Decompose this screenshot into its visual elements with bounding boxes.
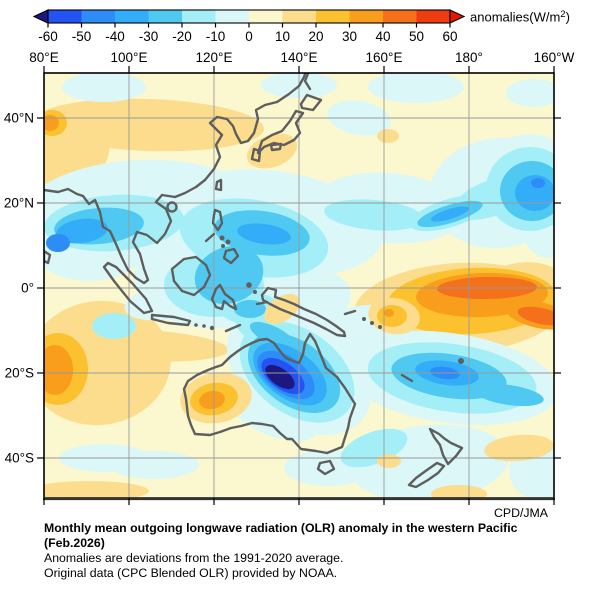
- coast-shikoku: [269, 142, 283, 152]
- x-axis-label: 120°E: [196, 50, 233, 65]
- colorbar-right-arrow: [450, 10, 464, 23]
- coast-timor: [224, 323, 242, 333]
- strongest-negative-core: [265, 364, 295, 390]
- coast-sri-lanka: [44, 249, 52, 265]
- colorbar-segments: [32, 9, 466, 24]
- coast-asia: [44, 73, 307, 285]
- colorbar-ticks: [47, 23, 451, 28]
- coast-new-guinea: [260, 286, 347, 338]
- coastlines: [44, 73, 464, 489]
- coast-java: [150, 313, 192, 327]
- legend-tick-label: -40: [105, 29, 125, 44]
- colorbar-tick-labels: -60 -50 -40 -30 -20 -10 0 10 20 30 40 50…: [38, 29, 457, 44]
- coast-mindanao: [222, 247, 240, 265]
- colorbar-left-arrow: [34, 10, 48, 23]
- y-axis-label: 20°N: [4, 196, 34, 211]
- y-axis-label: 0°: [21, 281, 34, 296]
- coast-hokkaido: [299, 93, 323, 112]
- coast-sulawesi: [210, 283, 238, 311]
- coast-new-caledonia: [400, 373, 414, 383]
- colorbar-title: anomalies(W/m2): [470, 9, 570, 25]
- x-axis-label: 160°E: [366, 50, 403, 65]
- figure-note-source: Original data (CPC Blended OLR) provided…: [44, 566, 338, 580]
- x-axis-label: 180°: [455, 50, 483, 65]
- coast-korea-taiwan: [214, 178, 223, 192]
- legend-tick-label: 60: [442, 29, 457, 44]
- figure-title-line1: Monthly mean outgoing longwave radiation…: [44, 521, 518, 535]
- y-axis-label: 40°S: [5, 451, 34, 466]
- legend-tick-label: 30: [342, 29, 357, 44]
- legend-tick-label: 50: [409, 29, 424, 44]
- legend-tick-label: -30: [139, 29, 159, 44]
- coast-borneo: [170, 255, 212, 297]
- legend-tick-label: -50: [72, 29, 92, 44]
- coast-fiji: [458, 358, 464, 364]
- legend-tick-label: 20: [308, 29, 323, 44]
- coast-australia: [182, 332, 357, 455]
- graticule: [44, 73, 554, 498]
- longitude-labels: 80°E 100°E 120°E 140°E 160°E 180° 160°W: [29, 50, 574, 65]
- x-axis-label: 140°E: [281, 50, 318, 65]
- colorbar-legend: -60 -50 -40 -30 -20 -10 0 10 20 30 40 50…: [32, 9, 570, 44]
- legend-tick-label: -20: [172, 29, 192, 44]
- figure-title: Monthly mean outgoing longwave radiation…: [44, 521, 556, 551]
- y-axis-label: 20°S: [5, 366, 34, 381]
- credit: CPD/JMA: [494, 506, 548, 520]
- latitude-labels: 40°N 20°N 0° 20°S 40°S: [4, 111, 34, 466]
- legend-tick-label: 40: [375, 29, 390, 44]
- coast-honshu: [256, 109, 305, 155]
- y-axis-label: 40°N: [4, 111, 34, 126]
- legend-tick-label: -10: [206, 29, 226, 44]
- coast-luzon: [211, 208, 224, 232]
- x-axis-label: 160°W: [534, 50, 575, 65]
- coast-palawan: [204, 232, 216, 243]
- coast-tasmania: [316, 459, 336, 476]
- negative-anomaly-regions: [44, 73, 554, 498]
- legend-tick-label: 0: [245, 29, 253, 44]
- legend-tick-label: 10: [275, 29, 290, 44]
- coast-nz-south: [407, 461, 446, 489]
- coast-sumatra: [102, 261, 154, 315]
- figure-notes: Anomalies are deviations from the 1991-2…: [44, 551, 556, 581]
- coast-nz-north: [428, 427, 464, 466]
- coast-sakhalin: [303, 73, 312, 91]
- figure-note-baseline: Anomalies are deviations from the 1991-2…: [44, 551, 344, 565]
- coast-hainan: [166, 201, 178, 213]
- anomaly-map: 80°E 100°E 120°E 140°E 160°E 180° 160°W …: [4, 50, 575, 505]
- x-axis-label: 100°E: [111, 50, 148, 65]
- map-ticks: [37, 66, 561, 505]
- coast-kyushu: [250, 147, 262, 163]
- coast-new-britain: [343, 309, 357, 316]
- figure-title-line2: (Feb.2026): [44, 536, 105, 550]
- legend-tick-label: -60: [38, 29, 58, 44]
- x-axis-label: 80°E: [29, 50, 58, 65]
